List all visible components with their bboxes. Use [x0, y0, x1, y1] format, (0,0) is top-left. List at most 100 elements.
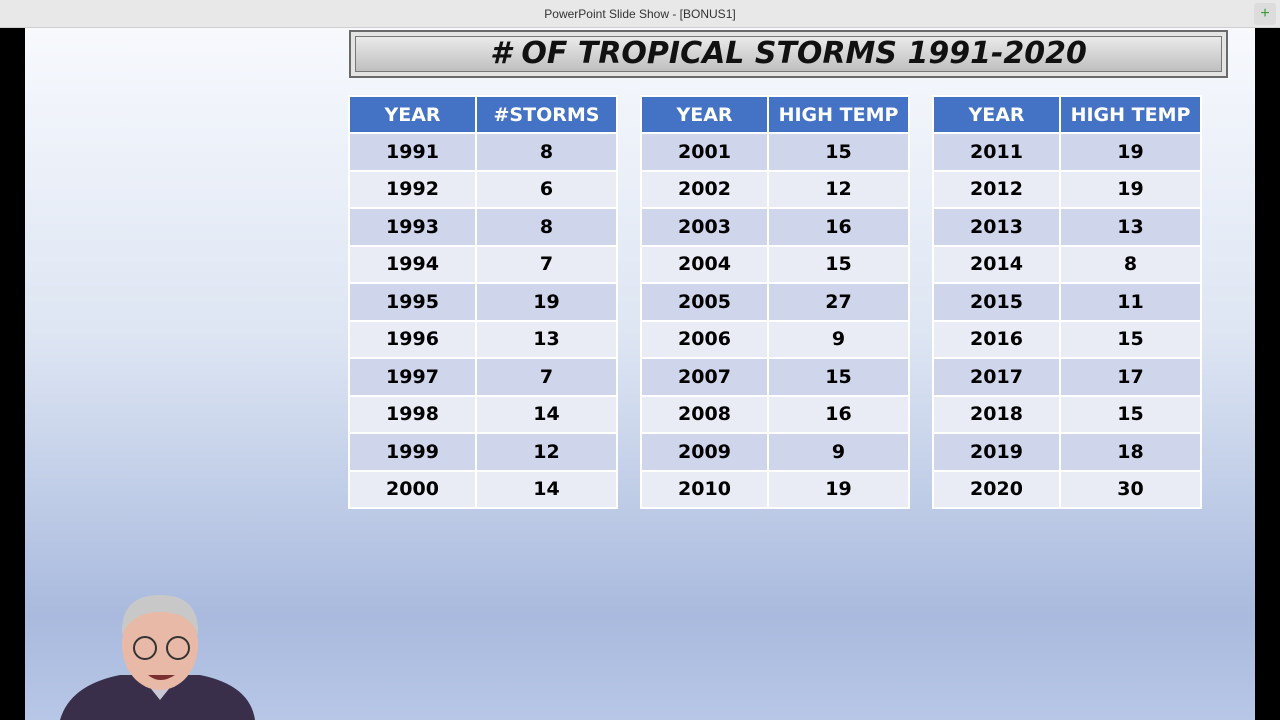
year-cell: 2004	[640, 244, 769, 284]
value-cell: 27	[767, 282, 910, 322]
table-row: 1993 8	[348, 207, 618, 247]
table-row: 1994 7	[348, 244, 618, 284]
value-cell: 18	[1059, 432, 1202, 472]
value-cell: 13	[1059, 207, 1202, 247]
year-cell: 1999	[348, 432, 477, 472]
year-cell: 2000	[348, 469, 477, 509]
year-cell: 2017	[932, 357, 1061, 397]
slide: # OF TROPICAL STORMS 1991-2020 YEAR #STOR…	[25, 28, 1255, 720]
value-cell: 30	[1059, 469, 1202, 509]
table-row: 2006 9	[640, 319, 910, 359]
header-row: YEAR HIGH TEMP	[932, 95, 1202, 134]
value-cell: 16	[767, 394, 910, 434]
value-cell: 15	[767, 132, 910, 172]
table-row: 2012 19	[932, 169, 1202, 209]
table-row: 2009 9	[640, 432, 910, 472]
table-row: 2007 15	[640, 357, 910, 397]
data-table: YEAR HIGH TEMP 2011 19 2012 19 2013 13 2014 8 2015…	[932, 95, 1202, 509]
year-cell: 2008	[640, 394, 769, 434]
header-cell: HIGH TEMP	[1059, 95, 1202, 134]
year-cell: 2009	[640, 432, 769, 472]
value-cell: 13	[475, 319, 618, 359]
year-cell: 1992	[348, 169, 477, 209]
header-row: YEAR HIGH TEMP	[640, 95, 910, 134]
value-cell: 9	[767, 319, 910, 359]
add-button[interactable]: +	[1254, 3, 1276, 25]
slide-title: # OF TROPICAL STORMS 1991-2020	[349, 30, 1228, 78]
table-row: 1995 19	[348, 282, 618, 322]
value-cell: 8	[475, 132, 618, 172]
table-row: 2001 15	[640, 132, 910, 172]
table-row: 2018 15	[932, 394, 1202, 434]
table-row: 1998 14	[348, 394, 618, 434]
value-cell: 15	[767, 357, 910, 397]
value-cell: 19	[767, 469, 910, 509]
header-cell: #STORMS	[475, 95, 618, 134]
table-row: 2019 18	[932, 432, 1202, 472]
value-cell: 11	[1059, 282, 1202, 322]
table-row: 1992 6	[348, 169, 618, 209]
header-row: YEAR #STORMS	[348, 95, 618, 134]
table-row: 2011 19	[932, 132, 1202, 172]
data-table: YEAR HIGH TEMP 2001 15 2002 12 2003 16 2004 15 200…	[640, 95, 910, 509]
year-cell: 1995	[348, 282, 477, 322]
year-cell: 2018	[932, 394, 1061, 434]
year-cell: 1991	[348, 132, 477, 172]
window-title-bar: PowerPoint Slide Show - [BONUS1] +	[0, 0, 1280, 28]
window-title: PowerPoint Slide Show - [BONUS1]	[544, 7, 736, 21]
value-cell: 7	[475, 244, 618, 284]
data-table: YEAR #STORMS 1991 8 1992 6 1993 8 1994 7 1995 19 199…	[348, 95, 618, 509]
year-cell: 2005	[640, 282, 769, 322]
year-cell: 2020	[932, 469, 1061, 509]
year-cell: 2010	[640, 469, 769, 509]
table-row: 2016 15	[932, 319, 1202, 359]
value-cell: 17	[1059, 357, 1202, 397]
year-cell: 1993	[348, 207, 477, 247]
value-cell: 15	[1059, 394, 1202, 434]
table-row: 2000 14	[348, 469, 618, 509]
header-cell: YEAR	[640, 95, 769, 134]
year-cell: 2019	[932, 432, 1061, 472]
value-cell: 19	[1059, 169, 1202, 209]
table-row: 1997 7	[348, 357, 618, 397]
table-row: 1991 8	[348, 132, 618, 172]
header-cell: HIGH TEMP	[767, 95, 910, 134]
value-cell: 8	[475, 207, 618, 247]
value-cell: 7	[475, 357, 618, 397]
year-cell: 2013	[932, 207, 1061, 247]
table-row: 2003 16	[640, 207, 910, 247]
table-row: 1999 12	[348, 432, 618, 472]
table-row: 2010 19	[640, 469, 910, 509]
year-cell: 2015	[932, 282, 1061, 322]
value-cell: 15	[767, 244, 910, 284]
header-cell: YEAR	[932, 95, 1061, 134]
table-row: 2008 16	[640, 394, 910, 434]
year-cell: 2012	[932, 169, 1061, 209]
webcam-presenter	[60, 595, 255, 720]
table-row: 2005 27	[640, 282, 910, 322]
value-cell: 9	[767, 432, 910, 472]
year-cell: 2003	[640, 207, 769, 247]
table-row: 2014 8	[932, 244, 1202, 284]
year-cell: 1997	[348, 357, 477, 397]
table-row: 2013 13	[932, 207, 1202, 247]
year-cell: 2001	[640, 132, 769, 172]
value-cell: 12	[767, 169, 910, 209]
year-cell: 1994	[348, 244, 477, 284]
table-row: 2015 11	[932, 282, 1202, 322]
value-cell: 16	[767, 207, 910, 247]
year-cell: 2007	[640, 357, 769, 397]
value-cell: 14	[475, 394, 618, 434]
value-cell: 19	[475, 282, 618, 322]
table-row: 2002 12	[640, 169, 910, 209]
year-cell: 1998	[348, 394, 477, 434]
year-cell: 1996	[348, 319, 477, 359]
value-cell: 12	[475, 432, 618, 472]
year-cell: 2006	[640, 319, 769, 359]
header-cell: YEAR	[348, 95, 477, 134]
year-cell: 2016	[932, 319, 1061, 359]
value-cell: 14	[475, 469, 618, 509]
table-row: 1996 13	[348, 319, 618, 359]
table-row: 2020 30	[932, 469, 1202, 509]
